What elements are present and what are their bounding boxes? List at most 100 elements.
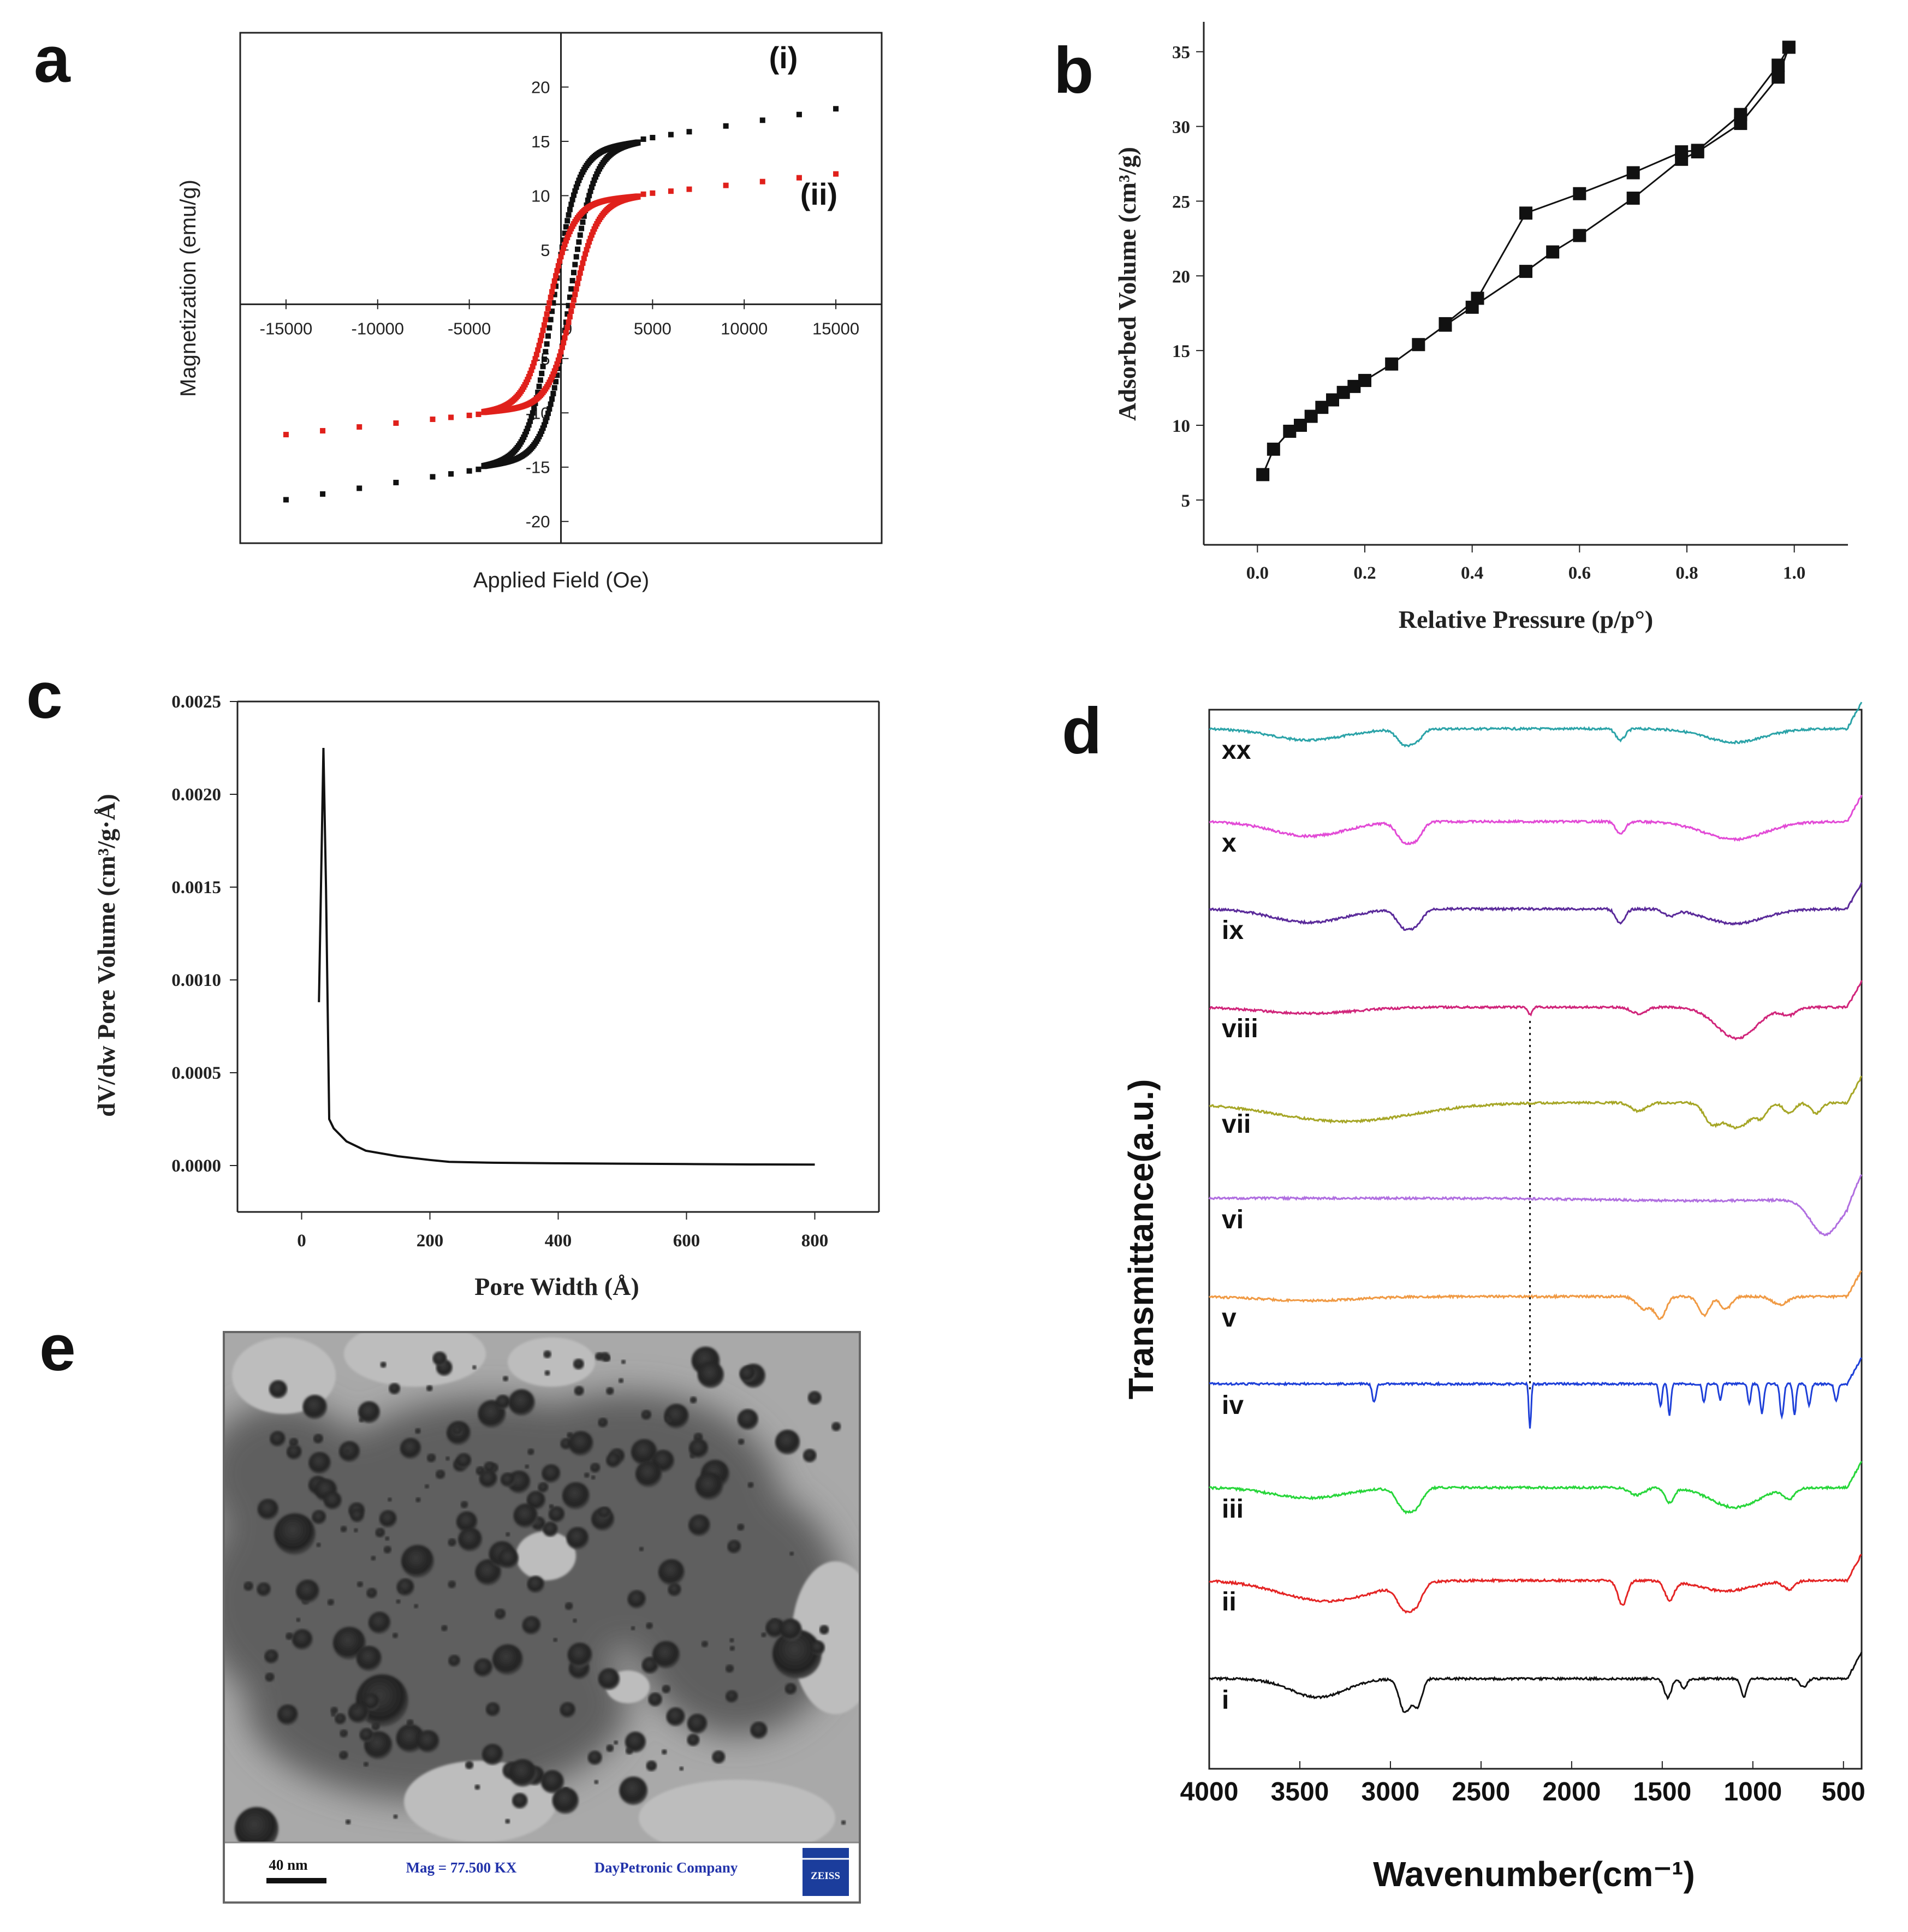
panel-b-ytick-label: 20 xyxy=(1172,267,1190,287)
tem-particle xyxy=(387,1497,392,1502)
tem-particle xyxy=(269,1380,288,1399)
panel-d-trace-vii xyxy=(1209,1075,1863,1130)
tem-scale-label: 40 nm xyxy=(269,1857,308,1873)
panel-d-xtick-label: 1000 xyxy=(1723,1778,1782,1806)
tem-particle xyxy=(296,1579,319,1603)
tem-particle xyxy=(526,1491,546,1510)
tem-particle xyxy=(542,1464,561,1483)
panel-a-point-ii xyxy=(475,411,482,417)
panel-a-ytick-label: 15 xyxy=(531,132,550,151)
tem-particle xyxy=(335,1713,346,1725)
panel-a-point-i xyxy=(568,201,574,207)
tem-particle xyxy=(513,1503,538,1528)
panel-b-xtick-label: 1.0 xyxy=(1783,563,1805,583)
panel-a-point-ii xyxy=(585,243,591,249)
panel-a-point-i xyxy=(796,111,802,117)
tem-particle xyxy=(543,1521,558,1537)
tem-particle xyxy=(761,1632,766,1638)
panel-c-pore-distribution-chart: 0 200 400 600 800 0.0000 0.0005 0.0010 0.0015 0.0… xyxy=(92,692,880,1300)
panel-a-point-ii xyxy=(575,281,581,287)
tem-particle xyxy=(661,1749,667,1755)
panel-d-frame xyxy=(1208,709,1863,1770)
panel-a-point-i xyxy=(550,390,556,396)
tem-particle xyxy=(606,1453,621,1468)
panel-b-desorption-line xyxy=(1445,46,1790,325)
panel-a-point-i xyxy=(528,414,534,420)
panel-c-ytick-label: 0.0020 xyxy=(171,785,221,805)
tem-particle xyxy=(831,1422,841,1431)
panel-d-ylabel: Transmittance(a.u.) xyxy=(1121,1079,1161,1400)
panel-a-point-ii xyxy=(577,270,583,276)
panel-a-annotation-ii: (ii) xyxy=(800,177,837,211)
panel-a-label: a xyxy=(34,23,71,96)
panel-a-point-i xyxy=(393,479,399,485)
panel-a-point-ii xyxy=(562,335,568,341)
tem-particle xyxy=(500,1472,515,1487)
panel-a-point-ii xyxy=(525,377,531,383)
panel-a-point-ii xyxy=(555,263,561,269)
panel-d-trace-v xyxy=(1209,1270,1862,1320)
tem-particle xyxy=(371,1722,380,1731)
tem-particle xyxy=(424,1484,430,1489)
panel-d-trace-label-vii: vii xyxy=(1222,1110,1251,1139)
tem-particle xyxy=(598,1418,608,1428)
panel-a-point-ii xyxy=(561,340,567,346)
panel-a-point-ii xyxy=(539,332,545,338)
tem-particle xyxy=(544,1370,550,1376)
panel-a-hysteresis-chart: -15000-10000-5000500010000150000-20-15-1… xyxy=(176,32,883,592)
tem-particle xyxy=(458,1527,483,1551)
tem-particle xyxy=(465,1761,474,1769)
tem-particle-large xyxy=(274,1513,316,1555)
tem-particle xyxy=(641,1410,652,1420)
tem-particle xyxy=(359,1728,374,1742)
panel-a-xtick-label: 15000 xyxy=(812,319,859,338)
panel-a-point-i xyxy=(650,135,656,141)
panel-a-point-i xyxy=(539,428,545,434)
tem-particle-large xyxy=(356,1674,408,1727)
panel-b-desorption-point xyxy=(1626,166,1640,180)
panel-a-point-i xyxy=(569,197,575,203)
panel-a-point-ii xyxy=(541,322,547,328)
tem-particle-large xyxy=(772,1630,822,1679)
tem-particle xyxy=(527,1448,534,1455)
panel-a-point-ii xyxy=(580,260,586,266)
panel-a-point-i xyxy=(539,371,545,377)
panel-b-ytick-label: 35 xyxy=(1172,43,1190,63)
panel-b-ytick-label: 10 xyxy=(1172,417,1190,436)
tem-particle xyxy=(727,1539,741,1554)
tem-particle xyxy=(522,1616,541,1635)
tem-particle xyxy=(512,1793,528,1809)
panel-a-point-i xyxy=(575,181,581,187)
tem-particle xyxy=(344,1449,349,1454)
tem-particle xyxy=(687,1733,700,1746)
panel-a-point-ii xyxy=(635,194,641,200)
tem-particle xyxy=(690,1396,697,1404)
panel-a-xtick-label: 10000 xyxy=(721,319,768,338)
tem-particle xyxy=(737,1408,758,1430)
panel-a-point-i xyxy=(543,349,549,355)
panel-b-ylabel: Adsorbed Volume (cm³/g) xyxy=(1113,147,1141,421)
panel-a-point-i xyxy=(587,188,593,194)
panel-e-label: e xyxy=(39,1311,76,1384)
panel-a-point-ii xyxy=(448,414,454,420)
tem-particle xyxy=(292,1629,313,1650)
panel-a-point-ii xyxy=(579,265,585,271)
panel-a-point-ii xyxy=(555,357,561,363)
panel-a-point-ii xyxy=(356,424,362,430)
tem-particle xyxy=(456,1453,472,1469)
panel-d-trace-ii xyxy=(1209,1554,1862,1614)
panel-d-trace-label-i: i xyxy=(1222,1686,1229,1715)
panel-a-point-ii xyxy=(543,317,549,323)
tem-company: DayPetronic Company xyxy=(595,1859,738,1876)
panel-a-point-i xyxy=(545,333,551,339)
panel-a-point-ii xyxy=(554,267,560,274)
tem-particle xyxy=(538,1482,549,1493)
tem-particle xyxy=(340,1729,348,1738)
panel-a-point-ii xyxy=(546,300,552,306)
tem-particle xyxy=(392,1632,399,1638)
tem-particle xyxy=(598,1668,620,1690)
tem-particle xyxy=(841,1820,846,1825)
panel-a-point-i xyxy=(585,197,591,203)
panel-a-ytick-label: 20 xyxy=(531,78,550,97)
panel-d-trace-label-ii: ii xyxy=(1222,1588,1237,1616)
